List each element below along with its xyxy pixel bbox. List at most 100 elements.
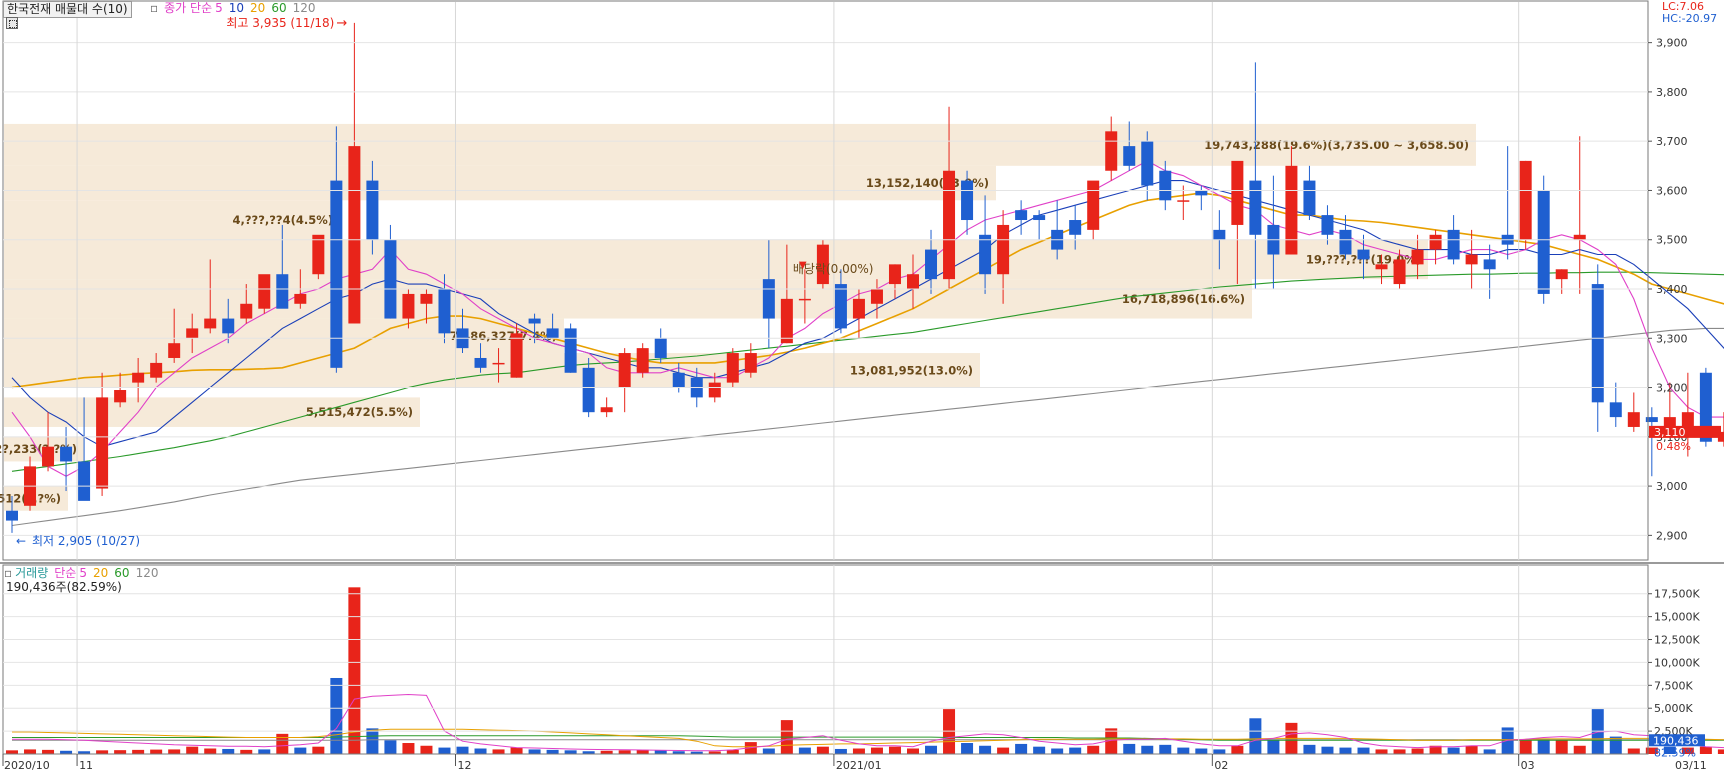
- candle-body: [925, 249, 938, 280]
- volume-bar: [762, 748, 775, 754]
- ma10-legend: 10: [228, 1, 245, 15]
- candle: [888, 264, 901, 299]
- price-pct: 0.48%: [1656, 440, 1691, 453]
- volume-legend-title: 거래량: [15, 566, 49, 580]
- candle-body: [798, 298, 811, 301]
- candle: [636, 343, 649, 378]
- candle-body: [1033, 215, 1046, 221]
- high-arrow: →: [336, 16, 347, 31]
- chart-settings-icon[interactable]: [6, 17, 18, 29]
- volume-bar: [1195, 748, 1208, 754]
- candle: [312, 234, 325, 280]
- candle-body: [780, 298, 793, 344]
- candle-body: [1105, 131, 1118, 171]
- volume-bar: [1447, 747, 1460, 754]
- vol-tag-box: [1649, 734, 1705, 747]
- price-tick-label: 3,200: [1656, 382, 1688, 395]
- candle: [1591, 264, 1604, 432]
- volume-profile-label: 19,743,288(19.6%)(3,735.00 ~ 3,658.50): [1204, 138, 1469, 152]
- candle-body: [1015, 210, 1028, 221]
- candle: [1015, 200, 1028, 235]
- volume-bar: [204, 748, 217, 754]
- candle-body: [1537, 190, 1550, 294]
- candle: [492, 348, 505, 383]
- volume-bar: [816, 746, 829, 754]
- volume-bar: [852, 748, 865, 754]
- candle-body: [330, 180, 343, 368]
- volume-bar: [24, 749, 37, 754]
- candle-body: [420, 293, 433, 304]
- candle-body: [1393, 259, 1406, 285]
- price-tick-label: 2,900: [1656, 529, 1688, 542]
- candle-body: [132, 372, 145, 383]
- candle: [150, 353, 163, 383]
- vma20-legend: 20: [93, 566, 109, 580]
- candle-body: [1609, 402, 1622, 418]
- candle-body: [204, 318, 217, 329]
- volume-bar: [240, 749, 253, 754]
- volume-bar: [1645, 747, 1658, 754]
- volume-profile-zone: [4, 239, 1428, 280]
- volume-bar: [42, 749, 55, 754]
- candle: [1663, 382, 1676, 432]
- candle: [1303, 165, 1316, 221]
- candle-body: [348, 146, 361, 324]
- candle-body: [1231, 160, 1244, 225]
- candle-body: [60, 446, 73, 462]
- candle-body: [1195, 190, 1208, 196]
- candle-body: [168, 343, 181, 358]
- high-annotation: 최고 3,935 (11/18): [226, 16, 334, 30]
- candle-body: [1285, 165, 1298, 255]
- candle: [1285, 146, 1298, 255]
- volume-bar: [150, 749, 163, 754]
- candle-body: [1627, 412, 1640, 427]
- candle: [618, 348, 631, 413]
- candle: [654, 328, 667, 363]
- candle: [1357, 234, 1370, 280]
- volume-bar: [690, 751, 703, 754]
- volume-bar: [1249, 718, 1262, 754]
- volume-tick-label: 17,500K: [1654, 588, 1700, 601]
- candle-body: [1375, 264, 1388, 270]
- x-tick-label: 03/11: [1675, 759, 1707, 772]
- candle: [546, 313, 559, 339]
- candle-body: [1321, 215, 1334, 235]
- x-tick-label: 2020/10: [4, 759, 50, 772]
- volume-bar: [1177, 747, 1190, 754]
- candle-body: [907, 274, 919, 289]
- volume-bar: [1339, 747, 1352, 754]
- volume-bar: [997, 747, 1010, 754]
- lc-value: LC:7.06: [1662, 0, 1705, 13]
- price-tick-label: 3,400: [1656, 283, 1688, 296]
- volume-profile-zone: [4, 279, 1252, 319]
- volume-bar: [330, 677, 343, 754]
- candle: [852, 289, 865, 339]
- candle: [979, 195, 992, 294]
- candle-body: [618, 353, 631, 388]
- volume-frame: [2, 564, 1649, 755]
- volume-legend-square: ▫: [4, 566, 13, 580]
- vma120-legend: 120: [135, 566, 159, 580]
- price-tick-label: 3,800: [1656, 86, 1688, 99]
- volume-bar: [618, 750, 631, 754]
- volume-bar: [961, 743, 974, 754]
- candle: [132, 357, 145, 403]
- volume-bar: [1141, 745, 1154, 754]
- volume-bar: [1051, 748, 1064, 754]
- candle: [168, 308, 181, 363]
- volume-bar: [312, 746, 325, 754]
- ma60-legend: 60: [271, 1, 287, 15]
- volume-bar: [1537, 738, 1550, 754]
- volume-bar: [96, 750, 109, 754]
- price-tick-label: 3,500: [1656, 234, 1688, 247]
- candle: [1555, 269, 1568, 294]
- candle-body: [654, 338, 667, 358]
- vol-pct: 82.59%: [1654, 746, 1696, 759]
- volume-bar: [276, 733, 289, 754]
- volume-bar: [1357, 747, 1370, 754]
- volume-bar: [132, 749, 145, 754]
- symbol-title[interactable]: 한국전재 매물대 수(10): [3, 1, 132, 18]
- ma60-line: [11, 271, 1724, 472]
- candle-body: [1429, 234, 1442, 250]
